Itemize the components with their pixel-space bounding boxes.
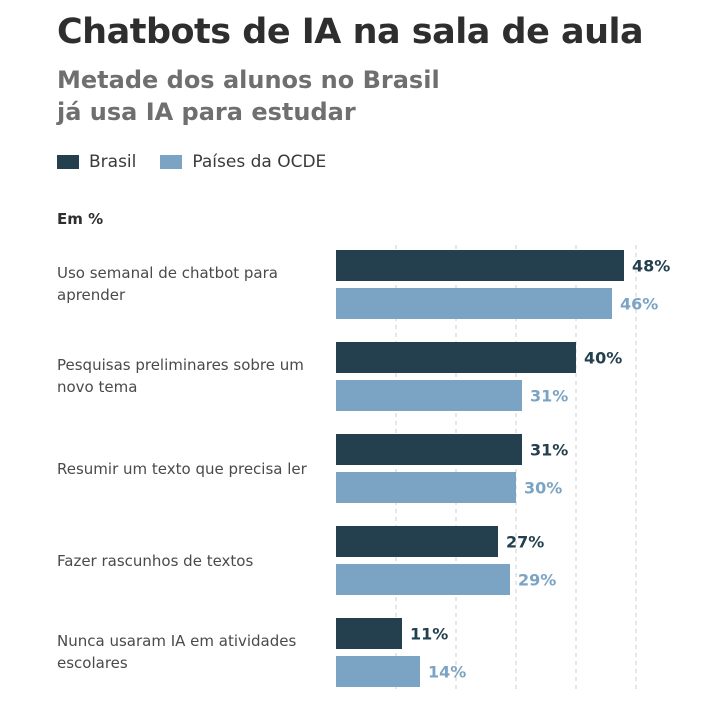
bar-brasil	[336, 342, 576, 373]
data-label: 31%	[530, 387, 568, 406]
legend: Brasil Países da OCDE	[57, 152, 350, 172]
bar-ocde	[336, 380, 522, 411]
legend-swatch-ocde	[160, 155, 183, 169]
subtitle-line-2: já usa IA para estudar	[57, 98, 356, 126]
category-label: Pesquisas preliminares sobre um novo tem…	[57, 356, 304, 396]
chart-title: Chatbots de IA na sala de aula	[57, 12, 644, 52]
legend-swatch-brasil	[57, 155, 79, 169]
data-label: 27%	[506, 533, 544, 552]
data-label: 29%	[518, 571, 556, 590]
category-label: Uso semanal de chatbot para aprender	[57, 264, 278, 304]
bar-brasil	[336, 526, 498, 557]
subtitle-line-1: Metade dos alunos no Brasil	[57, 66, 440, 94]
data-label: 46%	[620, 295, 658, 314]
data-label: 31%	[530, 441, 568, 460]
data-label: 40%	[584, 349, 622, 368]
bar-ocde	[336, 472, 516, 503]
category-label: Fazer rascunhos de textos	[57, 552, 254, 570]
data-label: 14%	[428, 663, 466, 682]
category-label: Resumir um texto que precisa ler	[57, 460, 307, 478]
bar-brasil	[336, 434, 522, 465]
legend-item-ocde: Países da OCDE	[160, 152, 326, 172]
data-label: 48%	[632, 257, 670, 276]
bar-ocde	[336, 288, 612, 319]
unit-label: Em %	[57, 210, 104, 228]
bar-brasil	[336, 250, 624, 281]
category-label: Nunca usaram IA em atividades escolares	[57, 632, 297, 672]
data-label: 30%	[524, 479, 562, 498]
legend-label-ocde: Países da OCDE	[192, 152, 327, 172]
legend-label-brasil: Brasil	[89, 152, 137, 172]
legend-item-brasil: Brasil	[57, 152, 136, 172]
bar-ocde	[336, 656, 420, 687]
data-label: 11%	[410, 625, 448, 644]
bar-brasil	[336, 618, 402, 649]
chart-subtitle: Metade dos alunos no Brasil já usa IA pa…	[57, 64, 440, 128]
bar-ocde	[336, 564, 510, 595]
